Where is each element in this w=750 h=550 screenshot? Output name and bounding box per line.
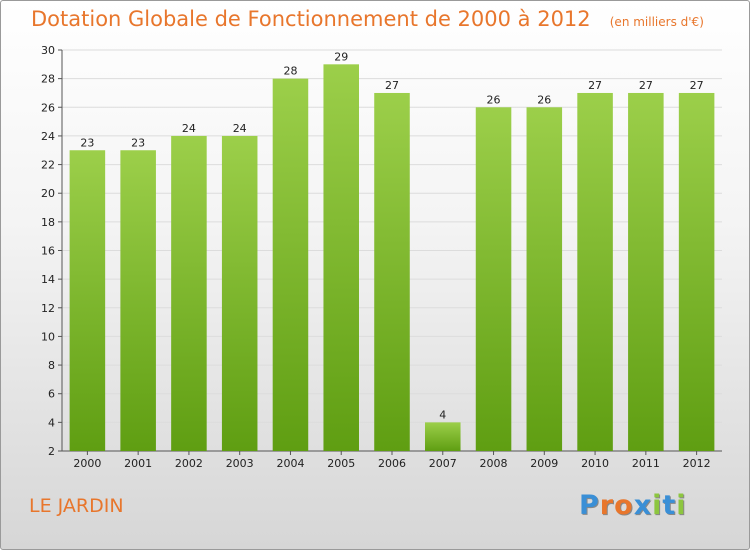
value-label-2011: 27 [639,79,653,92]
x-tick-label-2006: 2006 [378,457,406,470]
value-label-2003: 24 [233,122,247,135]
logo-letter: P [579,490,600,521]
bar-2003 [221,135,258,451]
x-tick-label-2007: 2007 [429,457,457,470]
chart-subtitle: (en milliers d'€) [609,15,704,29]
y-tick-label: 28 [41,73,55,86]
y-tick-label: 6 [48,388,55,401]
y-tick-label: 2 [48,445,55,458]
logo-letter: r [599,490,615,521]
x-tick-label-2005: 2005 [327,457,355,470]
bars [69,64,715,452]
bar-2005 [323,64,359,452]
y-tick-label: 26 [41,101,55,114]
bar-2006 [374,92,410,451]
bar-2000 [69,150,106,451]
y-tick-label: 30 [41,44,55,57]
x-tick-label-2011: 2011 [632,457,660,470]
chart-title-block: Dotation Globale de Fonctionnement de 20… [31,7,704,31]
bar-2009 [526,107,563,452]
y-tick-label: 16 [41,245,55,258]
value-labels: 23 23 24 24 28 29 27 4 26 26 27 27 27 [80,50,703,421]
x-tick-label-2009: 2009 [530,457,558,470]
x-tick-label-2012: 2012 [683,457,711,470]
value-label-2005: 29 [334,50,348,63]
y-tick-label: 4 [48,416,55,429]
x-tick-label-2010: 2010 [581,457,609,470]
logo-letter: o [614,490,634,521]
bar-2011 [628,92,664,451]
y-tick-label: 18 [41,216,55,229]
x-tick-label-2000: 2000 [73,457,101,470]
y-tick-label: 10 [41,330,55,343]
y-tick-label: 20 [41,187,55,200]
y-tick-label: 12 [41,302,55,315]
logo-letter: i [652,490,663,521]
x-tick-label-2008: 2008 [480,457,508,470]
commune-name: LE JARDIN [29,495,124,517]
x-tick-label-2001: 2001 [124,457,152,470]
y-tick-label: 22 [41,159,55,172]
value-label-2010: 27 [588,79,602,92]
x-tick-label-2002: 2002 [175,457,203,470]
bar-2007 [425,422,461,451]
bar-2010 [577,92,613,451]
x-tick-label-2003: 2003 [226,457,254,470]
y-tick-label: 8 [48,359,55,372]
value-label-2002: 24 [182,122,196,135]
value-label-2008: 26 [487,93,501,106]
value-label-2007: 4 [439,408,446,421]
value-label-2001: 23 [131,136,145,149]
bar-2004 [272,78,309,452]
value-label-2004: 28 [283,65,297,78]
bar-2002 [171,135,207,451]
logo-letter: i [676,490,687,521]
bar-2001 [120,150,156,451]
x-tick-label-2004: 2004 [276,457,304,470]
value-label-2006: 27 [385,79,399,92]
logo-letter: x [633,490,653,521]
value-label-2000: 23 [80,136,94,149]
bar-2012 [678,92,715,451]
bar-2008 [475,107,512,452]
value-label-2012: 27 [690,79,704,92]
proxiti-logo: Proxiti [579,490,687,521]
y-tick-label: 24 [41,130,55,143]
chart-title: Dotation Globale de Fonctionnement de 20… [31,7,591,31]
value-label-2009: 26 [537,93,551,106]
logo-letter: t [662,490,677,521]
y-tick-label: 14 [41,273,55,286]
